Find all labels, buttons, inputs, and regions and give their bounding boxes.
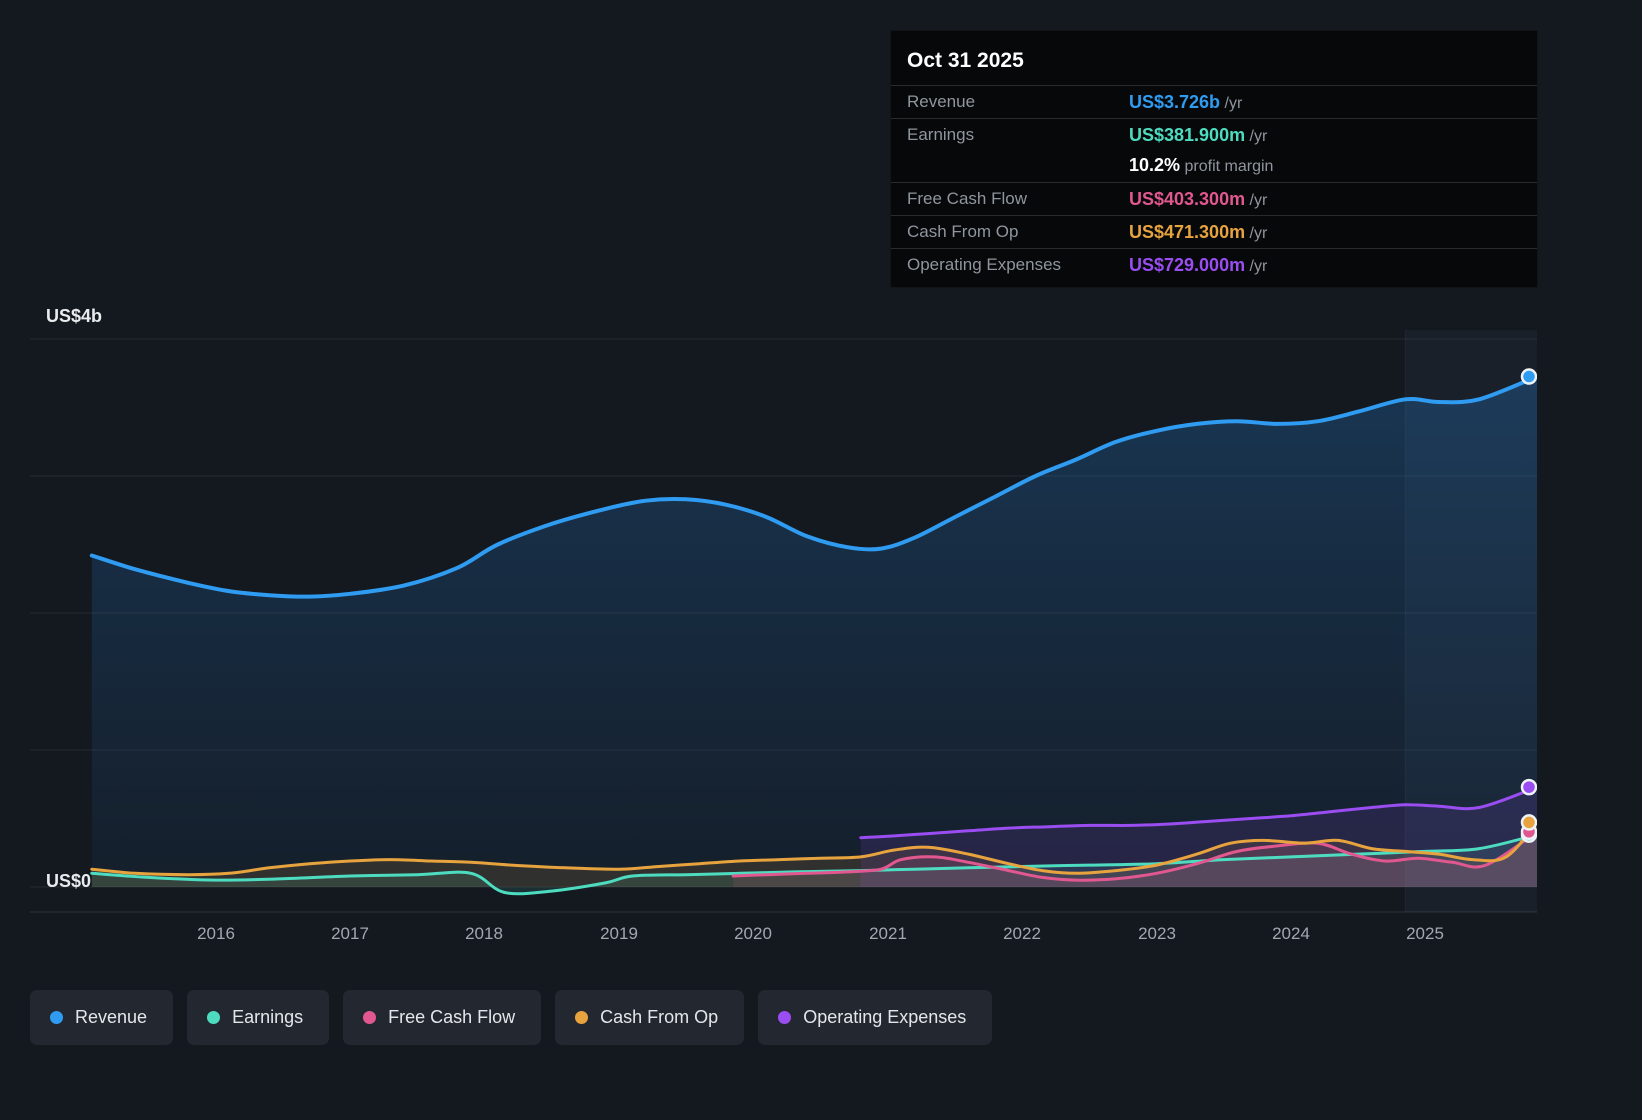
tooltip-row-suffix: /yr <box>1245 191 1268 209</box>
tooltip-row-label: Operating Expenses <box>907 255 1062 274</box>
x-tick-label: 2022 <box>1003 924 1041 943</box>
tooltip-row-suffix: /yr <box>1245 224 1268 242</box>
legend-dot-icon <box>50 1011 63 1024</box>
tooltip-row: Free Cash Flow US$403.300m /yr <box>891 182 1537 215</box>
tooltip-row-suffix: /yr <box>1220 94 1243 112</box>
y-axis-label-top: US$4b <box>46 306 103 326</box>
tooltip-row-value: 10.2% profit margin <box>1129 155 1274 175</box>
x-tick-label: 2020 <box>734 924 772 943</box>
legend-item-label: Free Cash Flow <box>388 1007 516 1027</box>
tooltip-row: Revenue US$3.726b /yr <box>891 85 1537 118</box>
tooltip-row-label: Free Cash Flow <box>907 189 1027 208</box>
y-axis-label-bottom: US$0 <box>46 871 92 891</box>
series-line-revenue <box>89 374 1537 599</box>
series-endpoint-operating-expenses <box>1520 778 1537 796</box>
series-area-operating-expenses <box>860 787 1537 887</box>
tooltip-row-label: Cash From Op <box>907 222 1019 241</box>
x-tick-label: 2019 <box>600 924 638 943</box>
legend-item-free-cash-flow[interactable]: Free Cash Flow <box>343 990 542 1045</box>
series-line-earnings <box>90 833 1537 896</box>
tooltip-rows: Revenue US$3.726b /yr Earnings US$381.900m … <box>891 85 1537 281</box>
tooltip-date: Oct 31 2025 <box>907 49 1024 72</box>
legend-dot-icon <box>363 1011 377 1024</box>
x-tick-label: 2018 <box>465 924 503 943</box>
chart-legend: Revenue Earnings Free Cash Flow Cash From O… <box>30 990 993 1045</box>
x-tick-label: 2023 <box>1138 924 1176 943</box>
series-area-free-cash-flow <box>733 831 1537 887</box>
tooltip-row-suffix: /yr <box>1245 127 1268 145</box>
x-axis-ticks: 2016 2017 2018 2019 2020 2021 2022 2023 2024 2025 <box>30 924 1537 950</box>
series-line-operating-expenses <box>859 785 1537 840</box>
chart-plot[interactable] <box>30 330 1537 915</box>
series-area-cash-from-op <box>91 822 1537 887</box>
tooltip-row-value: US$3.726b /yr <box>1129 91 1243 112</box>
x-tick-label: 2024 <box>1272 924 1310 943</box>
series-area-revenue <box>91 376 1537 887</box>
legend-item-cash-from-op[interactable]: Cash From Op <box>555 990 745 1045</box>
legend-item-operating-expenses[interactable]: Operating Expenses <box>758 990 993 1045</box>
tooltip-row-value: US$381.900m /yr <box>1129 124 1268 145</box>
tooltip-row: Operating Expenses US$729.000m /yr <box>891 248 1537 281</box>
chart-tooltip: Oct 31 2025 Revenue US$3.726b /yr Earnings… <box>890 30 1538 288</box>
legend-item-label: Earnings <box>232 1007 304 1027</box>
legend-item-label: Revenue <box>75 1007 148 1027</box>
legend-item-revenue[interactable]: Revenue <box>30 990 174 1045</box>
chart-layers <box>30 330 1537 913</box>
tooltip-row-value: US$403.300m /yr <box>1129 188 1268 209</box>
tooltip-row-value: US$729.000m /yr <box>1129 254 1268 275</box>
tooltip-row: Earnings US$381.900m /yr <box>891 118 1537 151</box>
series-endpoint-revenue <box>1520 368 1537 385</box>
tooltip-row-value: US$471.300m /yr <box>1129 221 1268 242</box>
tooltip-row-label: Revenue <box>907 92 976 111</box>
tooltip-row: Cash From Op US$471.300m /yr <box>891 215 1537 248</box>
series-line-free-cash-flow <box>731 830 1537 882</box>
tooltip-row-suffix: profit margin <box>1180 158 1274 175</box>
legend-item-earnings[interactable]: Earnings <box>187 990 330 1045</box>
x-tick-label: 2016 <box>197 924 235 943</box>
series-line-cash-from-op <box>90 820 1537 877</box>
legend-item-label: Cash From Op <box>600 1007 719 1027</box>
legend-dot-icon <box>778 1011 792 1024</box>
tooltip-row-suffix: /yr <box>1245 257 1268 275</box>
series-area-earnings <box>91 834 1537 894</box>
series-endpoint-cash-from-op <box>1520 814 1537 831</box>
legend-dot-icon <box>575 1011 589 1024</box>
legend-dot-icon <box>207 1011 221 1024</box>
x-tick-label: 2017 <box>331 924 369 943</box>
x-tick-label: 2025 <box>1406 924 1444 943</box>
tooltip-row: 10.2% profit margin <box>891 149 1537 182</box>
legend-item-label: Operating Expenses <box>803 1007 967 1027</box>
x-tick-label: 2021 <box>869 924 907 943</box>
tooltip-row-label: Earnings <box>907 125 975 144</box>
